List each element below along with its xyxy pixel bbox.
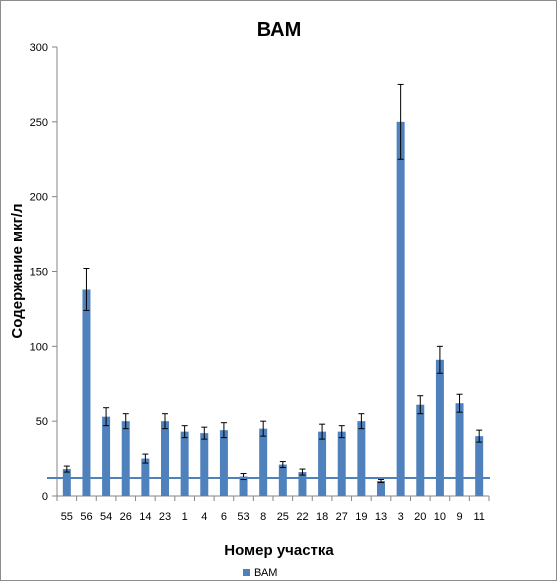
bar bbox=[82, 289, 91, 496]
y-tick-label: 50 bbox=[36, 416, 48, 428]
y-tick-label: 300 bbox=[30, 42, 48, 54]
bar bbox=[416, 404, 425, 496]
bar bbox=[102, 416, 111, 496]
bar bbox=[435, 359, 444, 496]
bar bbox=[455, 403, 464, 496]
x-tick-label: 20 bbox=[414, 511, 426, 523]
y-tick-label: 100 bbox=[30, 341, 48, 353]
x-tick-label: 19 bbox=[355, 511, 367, 523]
x-tick-label: 4 bbox=[201, 511, 207, 523]
bar bbox=[239, 476, 248, 496]
legend-label: ВАМ bbox=[254, 567, 277, 579]
bars bbox=[62, 121, 484, 496]
bar bbox=[377, 481, 385, 496]
x-tick-label: 3 bbox=[398, 511, 404, 523]
x-tick-label: 8 bbox=[260, 511, 266, 523]
x-tick-label: 9 bbox=[456, 511, 462, 523]
x-tick-label: 23 bbox=[159, 511, 171, 523]
bar bbox=[357, 421, 366, 496]
x-tick-label: 22 bbox=[296, 511, 308, 523]
x-tick-label: 1 bbox=[182, 511, 188, 523]
chart-title: ВАМ bbox=[257, 19, 302, 41]
x-tick-label: 13 bbox=[375, 511, 387, 523]
x-axis: 55 56 54 26 14 23 1 4 6 53 8 25 22 18 27 19 13 3 20 10 9 11 bbox=[56, 495, 490, 523]
y-tick-label: 250 bbox=[30, 117, 48, 129]
y-tick-label: 150 bbox=[30, 267, 48, 279]
x-tick-label: 26 bbox=[120, 511, 132, 523]
x-tick-label: 53 bbox=[237, 511, 249, 523]
x-tick-label: 6 bbox=[221, 511, 227, 523]
y-axis: 0 50 100 150 200 250 300 bbox=[30, 42, 58, 503]
bar bbox=[200, 433, 209, 496]
bar bbox=[180, 431, 189, 496]
bar bbox=[161, 421, 169, 496]
y-axis-title: Содержание мкг/л bbox=[9, 203, 26, 338]
x-axis-title: Номер участка bbox=[224, 542, 334, 559]
bar bbox=[318, 431, 327, 496]
bar bbox=[396, 121, 405, 496]
x-tick-label: 18 bbox=[316, 511, 328, 523]
x-tick-label: 54 bbox=[100, 511, 112, 523]
legend-swatch bbox=[243, 569, 250, 576]
x-tick-label: 25 bbox=[277, 511, 289, 523]
y-tick-label: 0 bbox=[42, 491, 48, 503]
bar bbox=[278, 464, 287, 496]
x-tick-label: 14 bbox=[139, 511, 151, 523]
error-bars bbox=[63, 83, 483, 484]
x-tick-label: 56 bbox=[80, 511, 92, 523]
bar bbox=[337, 431, 346, 496]
bar bbox=[219, 430, 228, 496]
x-tick-label: 11 bbox=[473, 511, 484, 523]
legend: ВАМ bbox=[243, 567, 277, 579]
bar bbox=[121, 421, 130, 496]
bar bbox=[475, 436, 484, 496]
y-tick-label: 200 bbox=[30, 192, 48, 204]
x-tick-label: 27 bbox=[336, 511, 348, 523]
bar bbox=[259, 428, 268, 496]
bar bbox=[62, 469, 71, 496]
x-tick-label: 55 bbox=[61, 511, 73, 523]
bar bbox=[298, 472, 307, 496]
x-tick-label: 10 bbox=[434, 511, 446, 523]
